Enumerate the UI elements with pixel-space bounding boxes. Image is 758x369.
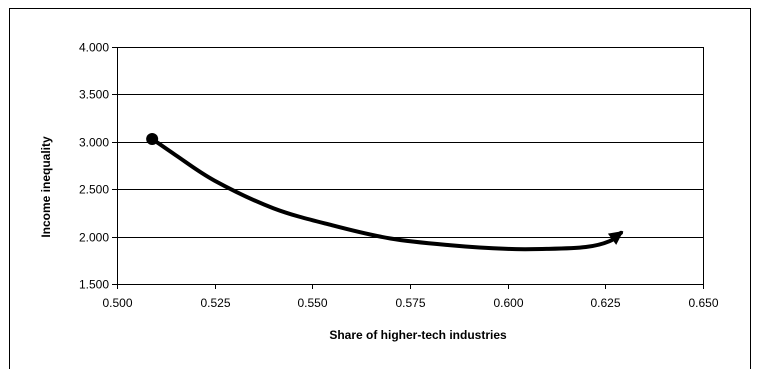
y-tick-label: 4.000 xyxy=(79,41,109,55)
series-layer xyxy=(146,132,624,252)
end-arrow-marker xyxy=(607,231,624,245)
x-tick-label: 0.575 xyxy=(395,296,425,310)
y-tick-label: 3.000 xyxy=(79,136,109,150)
x-tick-label: 0.500 xyxy=(102,296,132,310)
x-tick-label: 0.600 xyxy=(493,296,523,310)
start-point-marker xyxy=(146,132,159,145)
x-axis-title: Share of higher-tech industries xyxy=(329,328,507,342)
x-tick-label: 0.550 xyxy=(297,296,327,310)
x-tick-label: 0.625 xyxy=(590,296,620,310)
x-axis: 0.500 0.525 0.550 0.575 0.600 0.625 0.650 xyxy=(102,284,719,310)
plot-area xyxy=(117,47,704,285)
x-tick-label: 0.650 xyxy=(688,296,718,310)
y-tick-label: 2.000 xyxy=(79,231,109,245)
y-axis-title: Income inequality xyxy=(39,136,53,238)
x-tick-label: 0.525 xyxy=(200,296,230,310)
y-tick-label: 3.500 xyxy=(79,88,109,102)
y-tick-label: 1.500 xyxy=(79,278,109,292)
gridlines xyxy=(117,47,703,285)
series-line xyxy=(150,137,623,252)
y-tick-label: 2.500 xyxy=(79,183,109,197)
y-axis: 1.500 2.000 2.500 3.000 3.500 4.000 xyxy=(79,41,117,292)
